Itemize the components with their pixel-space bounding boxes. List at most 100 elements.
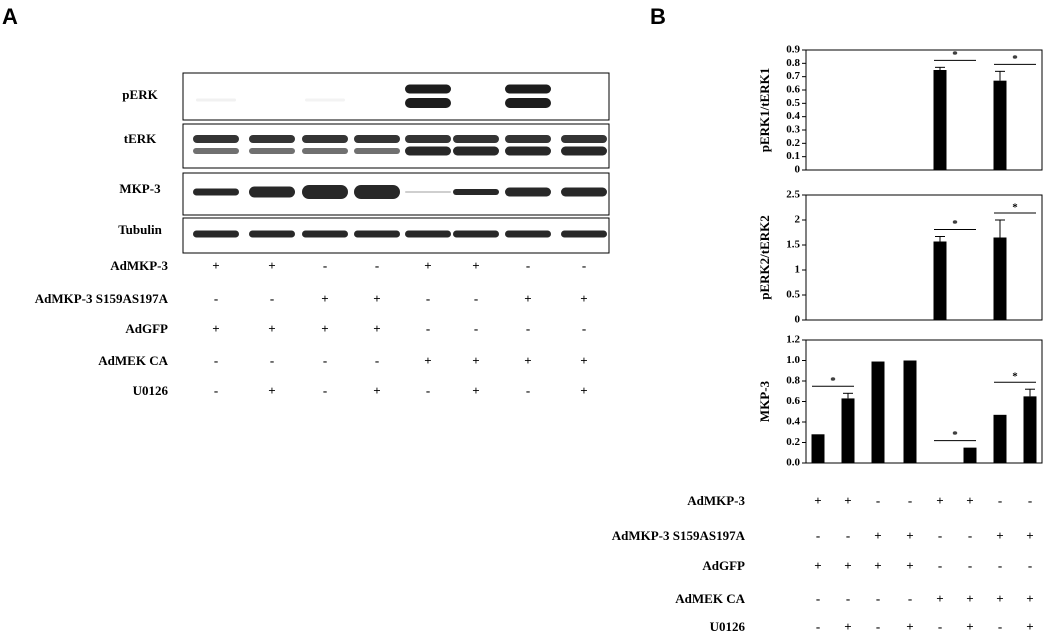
band xyxy=(249,186,295,198)
condition-sign: - xyxy=(998,558,1002,573)
condition-label: AdGFP xyxy=(702,558,745,573)
condition-sign: - xyxy=(998,619,1002,634)
blot-label: pERK xyxy=(122,87,158,102)
y-tick-label: 0.0 xyxy=(786,457,800,469)
y-tick-label: 0.1 xyxy=(786,150,800,162)
bar xyxy=(933,70,947,170)
y-tick-label: 0 xyxy=(795,164,801,176)
condition-sign: + xyxy=(268,258,275,273)
condition-label: AdMKP-3 S159AS197A xyxy=(35,291,169,306)
condition-label: U0126 xyxy=(133,383,169,398)
y-tick-label: 0.2 xyxy=(786,137,800,149)
condition-sign: + xyxy=(906,558,913,573)
condition-sign: + xyxy=(212,258,219,273)
blot-box xyxy=(182,123,610,169)
plot-frame xyxy=(805,194,1043,321)
plot-frame xyxy=(805,339,1043,464)
condition-sign: - xyxy=(582,321,586,336)
band xyxy=(561,230,607,238)
band xyxy=(249,230,295,238)
band xyxy=(561,146,607,156)
condition-sign: + xyxy=(268,321,275,336)
band xyxy=(505,98,551,108)
condition-sign: - xyxy=(908,493,912,508)
y-tick-label: 0.7 xyxy=(786,70,800,82)
band xyxy=(405,230,451,238)
band xyxy=(453,189,499,195)
band xyxy=(505,146,551,156)
condition-sign: - xyxy=(816,528,820,543)
bar xyxy=(841,398,855,463)
condition-sign: + xyxy=(936,493,943,508)
band xyxy=(405,84,451,94)
y-tick-label: 0.2 xyxy=(786,436,800,448)
condition-sign: + xyxy=(906,619,913,634)
y-tick-label: 0.4 xyxy=(786,416,800,428)
condition-sign: + xyxy=(1026,528,1033,543)
band xyxy=(354,135,400,143)
y-axis-label: MKP-3 xyxy=(757,380,772,422)
condition-label: AdMKP-3 xyxy=(687,493,745,508)
band xyxy=(305,98,345,102)
y-tick-label: 0.9 xyxy=(786,44,800,56)
panel-label: B xyxy=(650,4,666,29)
condition-sign: - xyxy=(426,383,430,398)
significance-star: * xyxy=(952,218,958,230)
condition-sign: + xyxy=(424,353,431,368)
band xyxy=(354,185,400,199)
condition-sign: - xyxy=(968,558,972,573)
blot-label: Tubulin xyxy=(118,222,162,237)
condition-sign: + xyxy=(424,258,431,273)
condition-sign: + xyxy=(373,383,380,398)
blot-label: tERK xyxy=(124,131,157,146)
condition-sign: - xyxy=(938,558,942,573)
condition-sign: + xyxy=(874,558,881,573)
condition-sign: + xyxy=(966,493,973,508)
condition-sign: + xyxy=(936,591,943,606)
condition-sign: - xyxy=(323,383,327,398)
blot-label: MKP-3 xyxy=(119,181,161,196)
condition-sign: - xyxy=(938,619,942,634)
band xyxy=(505,135,551,143)
y-tick-label: 0.5 xyxy=(786,289,800,301)
condition-label: AdMKP-3 xyxy=(110,258,168,273)
condition-label: U0126 xyxy=(710,619,746,634)
condition-sign: + xyxy=(1026,591,1033,606)
condition-sign: - xyxy=(214,383,218,398)
condition-sign: + xyxy=(524,291,531,306)
condition-sign: - xyxy=(375,353,379,368)
condition-sign: - xyxy=(816,591,820,606)
condition-sign: + xyxy=(373,291,380,306)
condition-sign: - xyxy=(214,353,218,368)
condition-sign: - xyxy=(846,528,850,543)
band xyxy=(405,135,451,143)
condition-sign: - xyxy=(426,291,430,306)
condition-sign: + xyxy=(814,558,821,573)
condition-sign: - xyxy=(474,291,478,306)
condition-sign: - xyxy=(876,591,880,606)
y-tick-label: 0.5 xyxy=(786,97,800,109)
condition-sign: - xyxy=(908,591,912,606)
band xyxy=(249,135,295,143)
condition-sign: - xyxy=(270,353,274,368)
condition-sign: - xyxy=(816,619,820,634)
condition-sign: - xyxy=(474,321,478,336)
condition-sign: + xyxy=(472,383,479,398)
y-tick-label: 2 xyxy=(795,214,801,226)
bar xyxy=(933,241,947,320)
y-tick-label: 0.3 xyxy=(786,124,800,136)
band xyxy=(453,230,499,238)
condition-sign: + xyxy=(844,493,851,508)
plot-frame xyxy=(805,49,1043,171)
y-tick-label: 1 xyxy=(795,264,801,276)
significance-star: * xyxy=(830,375,836,387)
bar xyxy=(871,361,885,463)
band xyxy=(302,148,348,154)
y-tick-label: 0.4 xyxy=(786,110,800,122)
condition-sign: - xyxy=(1028,558,1032,573)
y-tick-label: 0.8 xyxy=(786,57,800,69)
band xyxy=(193,188,239,196)
condition-sign: + xyxy=(472,353,479,368)
band xyxy=(193,148,239,154)
significance-star: * xyxy=(952,429,958,441)
